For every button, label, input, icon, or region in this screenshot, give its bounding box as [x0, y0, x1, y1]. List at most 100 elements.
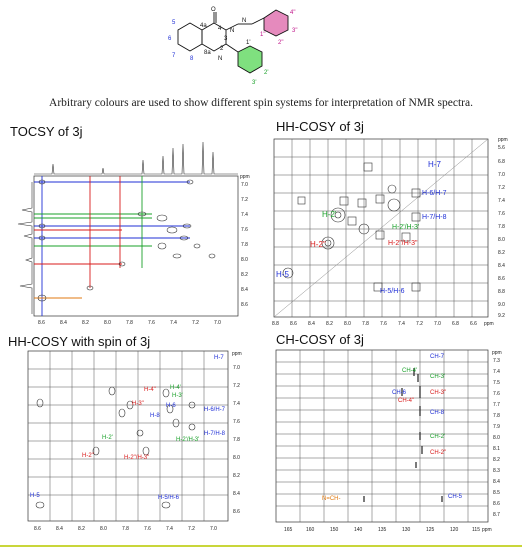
atom-4: 4	[218, 26, 222, 32]
hhcosy-ppm-label: ppm	[498, 137, 508, 143]
svg-text:5.6: 5.6	[498, 145, 505, 151]
atom-2p: 2'	[264, 70, 268, 76]
svg-text:8.2: 8.2	[498, 250, 505, 256]
svg-text:8.2: 8.2	[82, 320, 89, 326]
hhcosy-xticks: 8.8 8.6 8.4 8.2 8.0 7.8 7.6 7.4 7.2 7.0 …	[272, 321, 494, 327]
svg-text:8.6: 8.6	[34, 526, 41, 532]
svg-text:8.4: 8.4	[493, 479, 500, 485]
tocsy-xticks: 8.6 8.4 8.2 8.0 7.8 7.6 7.4 7.2 7.0	[38, 320, 221, 326]
chcosy-label-ch8: CH-8	[430, 410, 445, 416]
hhspin-xticks: 8.6 8.4 8.2 8.0 7.8 7.6 7.4 7.2 7.0	[34, 526, 217, 532]
atom-8: 8	[190, 56, 194, 62]
svg-text:8.5: 8.5	[493, 490, 500, 496]
svg-text:7.4: 7.4	[493, 369, 500, 375]
hhspin-label-h5h6: H-5/H-6	[158, 495, 180, 501]
svg-text:7.4: 7.4	[170, 320, 177, 326]
svg-text:115: 115	[472, 527, 480, 533]
hhspin-frame	[27, 350, 229, 522]
svg-text:6.6: 6.6	[470, 321, 477, 327]
svg-text:7.0: 7.0	[210, 526, 217, 532]
hhspin-label-h7h8: H-7/H-8	[204, 431, 226, 437]
hhspin-label-h4pp: H-4"	[144, 387, 156, 393]
atom-8a: 8a	[204, 50, 211, 56]
chemical-structure: 5 6 7 8 4a 8a O 4 3 N N 2 N 1" 2" 3" 4" …	[168, 7, 297, 86]
hhcosy-label-h2p: H-2'	[322, 210, 337, 219]
atom-3pp: 3"	[292, 28, 297, 34]
svg-text:7.8: 7.8	[362, 321, 369, 327]
svg-text:7.7: 7.7	[493, 402, 500, 408]
chcosy-frame	[275, 349, 489, 523]
svg-text:8.4: 8.4	[233, 491, 240, 497]
hhcosy-label-h5h6: H-5/H-6	[380, 288, 405, 295]
hhspin-yticks: 7.0 7.2 7.4 7.6 7.8 8.0 8.2 8.4 8.6	[233, 365, 240, 515]
chcosy-label-ch5: CH-5	[448, 494, 463, 500]
svg-text:7.4: 7.4	[233, 401, 240, 407]
svg-text:8.4: 8.4	[60, 320, 67, 326]
hhcosy-label-h2p3p: H-2'/H-3'	[392, 224, 419, 231]
svg-text:8.6: 8.6	[493, 501, 500, 507]
svg-text:7.4: 7.4	[398, 321, 405, 327]
svg-text:8.2: 8.2	[493, 457, 500, 463]
svg-text:6.8: 6.8	[452, 321, 459, 327]
svg-text:9.0: 9.0	[498, 302, 505, 308]
svg-text:7.8: 7.8	[233, 437, 240, 443]
svg-text:7.2: 7.2	[498, 185, 505, 191]
svg-text:7.5: 7.5	[493, 380, 500, 386]
svg-text:8.4: 8.4	[56, 526, 63, 532]
svg-text:150: 150	[330, 527, 339, 533]
chcosy-label-nch: N=CH-	[322, 496, 341, 502]
atom-3: 3	[224, 36, 228, 42]
svg-text:7.6: 7.6	[493, 391, 500, 397]
hhcosy-yticks: 5.6 6.8 7.0 7.2 7.4 7.6 7.8 8.0 8.2 8.4 …	[498, 145, 505, 319]
atom-n3: N	[230, 28, 234, 34]
svg-text:7.3: 7.3	[493, 358, 500, 364]
hhcosy-label-h2pp: H-2"	[310, 240, 326, 249]
svg-text:135: 135	[378, 527, 387, 533]
atom-1pp: 1"	[260, 32, 265, 38]
svg-text:8.0: 8.0	[104, 320, 111, 326]
svg-text:7.6: 7.6	[233, 419, 240, 425]
svg-text:7.2: 7.2	[192, 320, 199, 326]
svg-text:7.8: 7.8	[241, 242, 248, 248]
hhspin-label-h2pp: H-2"	[82, 453, 94, 459]
chcosy-label-ch4p: CH-4'	[402, 368, 417, 374]
atom-1p: 1'	[246, 40, 250, 46]
atom-o: O	[211, 7, 216, 13]
chcosy-label-ch2p: CH-2'	[430, 434, 445, 440]
svg-text:8.2: 8.2	[233, 473, 240, 479]
hhspin-label-h6h7: H-6/H-7	[204, 407, 226, 413]
svg-text:8.1: 8.1	[493, 446, 500, 452]
hhspin-label-h2p: H-2'	[102, 435, 113, 441]
svg-text:8.0: 8.0	[498, 237, 505, 243]
svg-text:140: 140	[354, 527, 363, 533]
svg-text:8.2: 8.2	[78, 526, 85, 532]
svg-text:7.8: 7.8	[498, 224, 505, 230]
svg-text:7.8: 7.8	[122, 526, 129, 532]
hhcosy-frame	[273, 138, 489, 318]
atom-2pp: 2"	[278, 40, 283, 46]
atom-6: 6	[168, 36, 172, 42]
hhcosy-title: HH-COSY of 3j	[276, 119, 364, 134]
hhspin-label-h2pp3pp: H-2"/H-3"	[124, 455, 149, 461]
svg-text:7.2: 7.2	[188, 526, 195, 532]
svg-text:8.8: 8.8	[498, 289, 505, 295]
hhcosy-label-h6h7: H-6/H-7	[422, 190, 447, 197]
tocsy-ppm-label: ppm	[240, 174, 250, 180]
chcosy-label-ch3pp: CH-3"	[430, 390, 446, 396]
chcosy-xticks: 165 160 150 140 135 130 125 120 115 ppm	[284, 527, 492, 533]
hhspin-label-h3pp: H-3"	[132, 401, 144, 407]
hhspin-label-h2p3p: H-2'/H-3'	[176, 437, 199, 443]
svg-text:7.6: 7.6	[144, 526, 151, 532]
svg-text:7.0: 7.0	[498, 172, 505, 178]
hhcosy-label-h7: H-7	[428, 160, 441, 169]
hhcosy-label-h2pp3pp: H-2"/H-3"	[388, 240, 418, 247]
hhspin-label-h5: H-5	[30, 493, 40, 499]
svg-text:8.0: 8.0	[233, 455, 240, 461]
svg-text:7.4: 7.4	[166, 526, 173, 532]
svg-text:7.6: 7.6	[498, 211, 505, 217]
hhspin-label-h7: H-7	[214, 355, 224, 361]
svg-text:8.8: 8.8	[272, 321, 279, 327]
svg-text:8.4: 8.4	[241, 287, 248, 293]
svg-text:7.6: 7.6	[380, 321, 387, 327]
svg-text:9.2: 9.2	[498, 313, 505, 319]
